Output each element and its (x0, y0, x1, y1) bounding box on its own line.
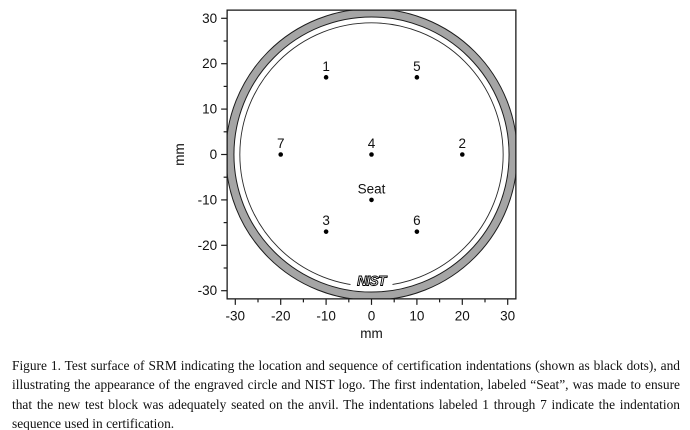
y-tick-labels: -30 -20 -10 0 10 20 30 (198, 11, 218, 298)
indentation-point-5: 5 (413, 59, 421, 80)
indentation-dot (414, 75, 420, 80)
indentation-point-1: 1 (322, 59, 330, 80)
svg-text:10: 10 (202, 102, 217, 117)
indentation-point-2: 2 (459, 136, 467, 157)
svg-text:0: 0 (368, 308, 376, 323)
indentation-label: 5 (413, 59, 421, 74)
svg-text:20: 20 (202, 56, 217, 71)
indentation-dot (323, 75, 329, 80)
svg-text:-10: -10 (198, 192, 218, 207)
indentation-point-3: 3 (322, 213, 330, 234)
indentation-point-seat: Seat (358, 181, 386, 203)
indentation-label: 3 (322, 213, 330, 228)
svg-text:-20: -20 (271, 308, 291, 323)
axis-ticks (221, 17, 509, 305)
indentation-label: 2 (459, 136, 467, 151)
x-tick-labels: -30 -20 -10 0 10 20 30 (226, 308, 516, 323)
indentation-dot (323, 229, 329, 234)
svg-text:0: 0 (210, 147, 218, 162)
svg-text:-20: -20 (198, 238, 218, 253)
indentation-point-7: 7 (277, 136, 285, 157)
nist-logo-backdrop (350, 274, 393, 287)
indentation-points: 1 5 7 4 2 Seat 3 6 (277, 59, 466, 234)
indentation-dot (460, 152, 465, 157)
nist-logo: NIST (357, 274, 388, 289)
indentation-dot (414, 229, 420, 234)
svg-text:-10: -10 (316, 308, 336, 323)
indentation-point-6: 6 (413, 213, 421, 234)
y-axis-label: mm (172, 143, 187, 166)
indentation-point-4: 4 (368, 136, 376, 157)
indentation-dot (278, 152, 284, 157)
indentation-label: 7 (277, 136, 285, 151)
figure-caption: Figure 1. Test surface of SRM indicating… (12, 358, 680, 430)
svg-text:10: 10 (409, 308, 424, 323)
indentation-label: Seat (358, 181, 386, 196)
svg-text:-30: -30 (198, 283, 218, 298)
x-axis-label: mm (360, 326, 383, 341)
indentation-dot (369, 152, 374, 157)
indentation-label: 4 (368, 136, 376, 151)
svg-text:-30: -30 (226, 308, 246, 323)
indentation-label: 6 (413, 213, 421, 228)
srm-test-surface-chart: NIST -30 -20 -10 0 10 20 30 -30 -20 -10 0 10 20 30 mm mm… (172, 9, 517, 341)
svg-text:30: 30 (202, 11, 217, 26)
indentation-dot (369, 197, 374, 203)
svg-text:30: 30 (500, 308, 515, 323)
svg-text:20: 20 (455, 308, 470, 323)
engraved-ring-inner-edge (233, 16, 510, 293)
indentation-label: 1 (322, 59, 330, 74)
plot-area: NIST (227, 10, 516, 299)
